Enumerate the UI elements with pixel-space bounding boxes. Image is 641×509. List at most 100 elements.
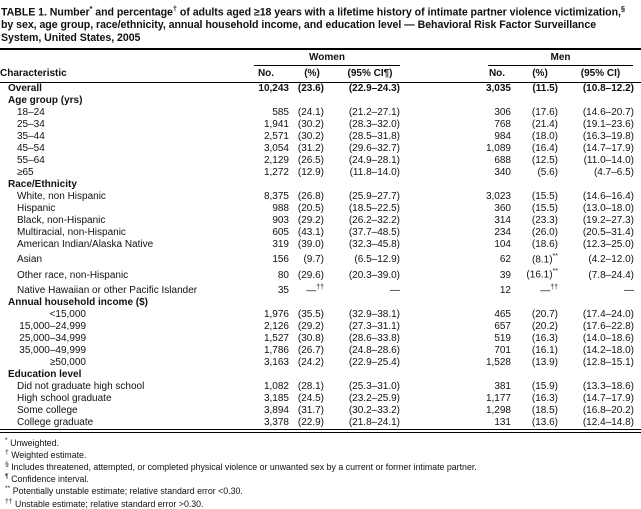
value-cell-mno: 3,035 bbox=[485, 82, 511, 94]
value-cell-wpct: (29.2) bbox=[297, 214, 324, 226]
footnote: ** Potentially unstable estimate; relati… bbox=[5, 484, 637, 496]
value-cell-mpct: (8.1)** bbox=[531, 252, 558, 266]
column-gap bbox=[408, 345, 474, 357]
section-header-row: Age group (yrs) bbox=[0, 95, 641, 107]
value-cell-wpct: (12.9) bbox=[297, 166, 324, 178]
value-cell-wno: 585 bbox=[272, 106, 289, 118]
column-header-characteristic: Characteristic bbox=[0, 65, 240, 83]
section-label: Education level bbox=[8, 368, 82, 380]
value-cell-wpct: (26.8) bbox=[297, 190, 324, 202]
value-cell-wno: 988 bbox=[272, 202, 289, 214]
value-cell-mno: 381 bbox=[494, 380, 511, 392]
footnote-text: Includes threatened, attempted, or compl… bbox=[8, 462, 477, 473]
group-gap bbox=[408, 50, 474, 66]
value-cell-mci: (4.2–12.0) bbox=[588, 254, 634, 266]
column-gap bbox=[408, 333, 474, 345]
row-label-text: White, non Hispanic bbox=[17, 190, 106, 202]
value-cell-mci: (11.0–14.0) bbox=[583, 154, 634, 166]
value-cell-mci: (13.3–18.6) bbox=[582, 380, 634, 392]
value-cell-wno: 2,126 bbox=[263, 320, 289, 332]
footnote: †† Unstable estimate; relative standard … bbox=[5, 497, 637, 509]
column-header-women-no: No. bbox=[240, 65, 292, 83]
value-cell-mpct: (15.5) bbox=[531, 202, 558, 214]
value-cell-mci: (17.6–22.8) bbox=[582, 320, 634, 332]
value-cell-wno: 903 bbox=[272, 214, 289, 226]
value-cell-wpct: (22.9) bbox=[297, 416, 324, 428]
section-header-row: Race/Ethnicity bbox=[0, 179, 641, 191]
row-label-text: 18–24 bbox=[17, 106, 45, 118]
table-row: 15,000–24,999 2,126 (29.2) (27.3–31.1) 657 (2… bbox=[0, 321, 641, 333]
table-row: Native Hawaiian or other Pacific Islande… bbox=[0, 282, 641, 297]
row-label: Some college bbox=[0, 405, 240, 417]
value-cell-mno: 131 bbox=[494, 416, 511, 428]
footnotes: * Unweighted. † Weighted estimate. § Inclu… bbox=[0, 433, 641, 509]
table-row: 35,000–49,999 1,786 (26.7) (24.8–28.6) 701 (1… bbox=[0, 345, 641, 357]
value-cell-wci: (28.5–31.8) bbox=[348, 130, 400, 142]
value-cell-wno: 3,185 bbox=[263, 392, 289, 404]
value-cell-mno: 984 bbox=[494, 130, 511, 142]
table-row: College graduate 3,378 (22.9) (21.8–24.1) 13… bbox=[0, 417, 641, 431]
value-cell-wpct: (9.7) bbox=[303, 254, 324, 266]
footnote-marker: † bbox=[5, 449, 9, 457]
title-text: and percentage bbox=[92, 6, 173, 19]
row-label: College graduate bbox=[0, 417, 240, 431]
value-cell-wpct: (30.2) bbox=[297, 118, 324, 130]
value-cell-mpct: —†† bbox=[540, 283, 558, 296]
value-cell-wpct: (31.7) bbox=[297, 404, 324, 416]
column-gap bbox=[408, 203, 474, 215]
table-row: Black, non-Hispanic 903 (29.2) (26.2–32.2) 3… bbox=[0, 215, 641, 227]
column-gap bbox=[408, 155, 474, 167]
value-cell-mci: (10.8–12.2) bbox=[582, 82, 634, 94]
value-cell-wno: 3,054 bbox=[263, 142, 289, 154]
value-cell-mno: 314 bbox=[494, 214, 511, 226]
value-cell-wpct: (29.6) bbox=[297, 269, 324, 281]
value-cell-mno: 340 bbox=[494, 166, 511, 178]
value-cell-wno: 3,894 bbox=[263, 404, 289, 416]
value-cell-mci: (12.3–25.0) bbox=[582, 238, 634, 250]
column-gap bbox=[408, 381, 474, 393]
spanner-spacer bbox=[0, 50, 240, 66]
row-label: 55–64 bbox=[0, 155, 240, 167]
footnote-marker: * bbox=[5, 436, 8, 444]
footnote-text: Weighted estimate. bbox=[8, 449, 87, 460]
row-label-text: ≥50,000 bbox=[49, 356, 86, 368]
women-column-group: Women bbox=[240, 50, 408, 66]
value-cell-mci: (12.4–14.8) bbox=[582, 416, 634, 428]
value-cell-mci: (14.2–18.0) bbox=[582, 344, 634, 356]
value-cell-mpct: (15.9) bbox=[531, 380, 558, 392]
title-footnote-marker: * bbox=[89, 4, 93, 13]
column-gap bbox=[408, 131, 474, 143]
table-header: Women Men Characteristic No. (%) (95% CI… bbox=[0, 50, 641, 83]
row-label-text: 45–54 bbox=[17, 142, 45, 154]
title-footnote-marker: § bbox=[620, 4, 626, 13]
value-cell-wno: 10,243 bbox=[258, 82, 289, 94]
value-cell-mno: 1,177 bbox=[485, 392, 511, 404]
row-label-text: Asian bbox=[17, 254, 43, 266]
value-cell-wci: (21.8–24.1) bbox=[348, 416, 400, 428]
value-cell-wci: (24.8–28.6) bbox=[348, 344, 400, 356]
value-cell-wci: (20.3–39.0) bbox=[348, 269, 400, 281]
value-cell-wno: 1,976 bbox=[263, 308, 289, 320]
row-label-text: Other race, non-Hispanic bbox=[17, 269, 129, 281]
value-cell-wci: (25.9–27.7) bbox=[348, 190, 400, 202]
table-row: Hispanic 988 (20.5) (18.5–22.5) 360 (15.5) (13… bbox=[0, 203, 641, 215]
column-gap bbox=[408, 167, 474, 179]
value-cell-wno: 1,941 bbox=[263, 118, 289, 130]
column-gap bbox=[408, 191, 474, 203]
row-label-text: 35,000–49,999 bbox=[19, 344, 86, 356]
column-gap bbox=[408, 215, 474, 227]
row-label-text: High school graduate bbox=[17, 392, 112, 404]
value-cell-wci: (6.5–12.9) bbox=[354, 254, 400, 266]
value-cell-mno: 234 bbox=[494, 226, 511, 238]
value-cell-wpct: (24.2) bbox=[297, 356, 324, 368]
value-cell-mci: (13.0–18.0) bbox=[582, 202, 634, 214]
value-cell-mci: — bbox=[624, 284, 634, 296]
footnote: † Weighted estimate. bbox=[5, 448, 637, 460]
column-header-men-pct: (%) bbox=[520, 65, 560, 83]
value-cell-wci: (18.5–22.5) bbox=[348, 202, 400, 214]
value-cell-wci: (28.6–33.8) bbox=[348, 332, 400, 344]
footnote: * Unweighted. bbox=[5, 436, 637, 448]
row-label-text: 25–34 bbox=[17, 118, 45, 130]
row-label-text: Some college bbox=[17, 404, 78, 416]
